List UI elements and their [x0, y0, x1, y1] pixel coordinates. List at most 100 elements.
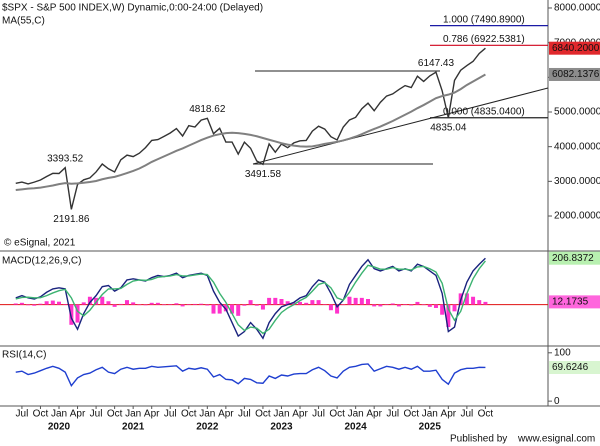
histogram-bar	[409, 304, 414, 306]
histogram-bar	[57, 301, 61, 305]
histogram-bar	[452, 304, 457, 312]
histogram-bar	[81, 302, 86, 305]
histogram-bar	[242, 304, 247, 306]
histogram-bar	[483, 301, 488, 305]
y-tick-label: 8000.0000	[554, 3, 600, 14]
histogram-bar	[396, 304, 401, 307]
histogram-bar	[446, 304, 451, 328]
footer-site: www.esignal.com	[517, 434, 595, 445]
x-tick-label: Apr	[441, 409, 457, 420]
data-label: 3491.58	[245, 169, 282, 180]
year-label: 2023	[270, 422, 293, 433]
histogram-bar	[415, 301, 420, 305]
histogram-bar	[50, 300, 55, 305]
x-tick-label: Apr	[218, 409, 234, 420]
histogram-bar	[155, 302, 160, 305]
trend-line	[252, 87, 549, 165]
histogram-bar	[26, 304, 31, 306]
histogram-bar	[180, 304, 185, 307]
histogram-bar	[471, 296, 476, 305]
x-tick-label: Jan	[273, 409, 289, 420]
histogram-bar	[372, 304, 377, 307]
panel-title: $SPX - S&P 500 INDEX,W) Dynamic,0:00-24:…	[2, 3, 263, 14]
value-tag-label: 69.6246	[552, 362, 589, 373]
histogram-bar	[285, 301, 290, 305]
histogram-bar	[211, 304, 216, 314]
histogram-bar	[298, 301, 303, 305]
histogram-bar	[38, 303, 43, 305]
fib-label: 1.000 (7490.8900)	[443, 14, 525, 25]
data-label: 4818.62	[189, 104, 226, 115]
histogram-bar	[304, 302, 309, 305]
x-tick-label: Oct	[403, 409, 419, 420]
y-tick-label: 4000.0000	[554, 141, 600, 152]
histogram-bar	[260, 304, 265, 310]
histogram-bar	[248, 300, 253, 305]
histogram-bar	[44, 301, 49, 305]
histogram-bar	[75, 304, 80, 323]
value-tag	[549, 295, 600, 309]
histogram-bar	[378, 304, 383, 307]
histogram-bar	[13, 303, 18, 305]
histogram-bar	[223, 304, 228, 312]
data-label: 3393.52	[47, 153, 84, 164]
histogram-bar	[236, 304, 241, 316]
x-tick-label: Oct	[181, 409, 197, 420]
histogram-bar	[106, 301, 111, 305]
histogram-bar	[199, 303, 204, 305]
x-tick-label: Jan	[125, 409, 141, 420]
histogram-bar	[131, 302, 136, 305]
histogram-bar	[63, 304, 68, 305]
panel-title: RSI(14,C)	[2, 350, 46, 361]
data-label: 2191.86	[53, 214, 90, 225]
x-tick-label: Oct	[478, 409, 494, 420]
histogram-bar	[427, 304, 432, 307]
value-tag-label: 6840.2000	[552, 43, 600, 54]
histogram-bar	[273, 297, 278, 305]
histogram-bar	[32, 304, 37, 306]
histogram-bar	[335, 304, 340, 314]
histogram-bar	[359, 297, 364, 305]
value-tag	[549, 67, 600, 81]
fib-label: 0.786 (6922.5381)	[443, 34, 525, 45]
series-line	[15, 260, 486, 335]
histogram-bar	[192, 303, 197, 305]
histogram-bar	[19, 302, 24, 305]
histogram-bar	[87, 296, 92, 305]
histogram-bar	[347, 296, 352, 305]
x-tick-label: Jul	[16, 409, 29, 420]
data-label: 6147.43	[418, 58, 455, 69]
histogram-bar	[433, 304, 438, 308]
histogram-bar	[217, 304, 222, 314]
data-label: 4835.04	[430, 122, 467, 133]
histogram-bar	[421, 304, 426, 306]
year-label: 2025	[419, 422, 442, 433]
value-tag-label: 12.1735	[552, 297, 589, 308]
x-tick-label: Apr	[366, 409, 382, 420]
y-tick-label: 3000.0000	[554, 176, 600, 187]
year-label: 2024	[345, 422, 368, 433]
legend-entry: MA(55,C)	[2, 16, 45, 27]
x-tick-label: Jul	[386, 409, 399, 420]
series-line	[15, 363, 486, 387]
x-tick-label: Jul	[164, 409, 177, 420]
histogram-bar	[477, 300, 482, 305]
year-label: 2022	[196, 422, 219, 433]
histogram-bar	[174, 303, 179, 305]
value-tag-label: 6082.1376	[552, 69, 600, 80]
x-tick-label: Apr	[144, 409, 160, 420]
histogram-bar	[100, 296, 105, 305]
y-tick-label: 5000.0000	[554, 107, 600, 118]
histogram-bar	[464, 293, 469, 305]
histogram-bar	[143, 304, 148, 306]
histogram-bar	[230, 304, 235, 314]
value-tag	[549, 251, 600, 265]
y-tick-label: 2000.0000	[554, 211, 600, 222]
fib-label: 0.000 (4835.0400)	[443, 106, 525, 117]
x-tick-label: Jan	[199, 409, 215, 420]
histogram-bar	[328, 304, 333, 311]
histogram-bar	[384, 304, 389, 305]
histogram-bar	[186, 304, 191, 305]
histogram-bar	[390, 303, 395, 305]
histogram-bar	[205, 304, 210, 306]
